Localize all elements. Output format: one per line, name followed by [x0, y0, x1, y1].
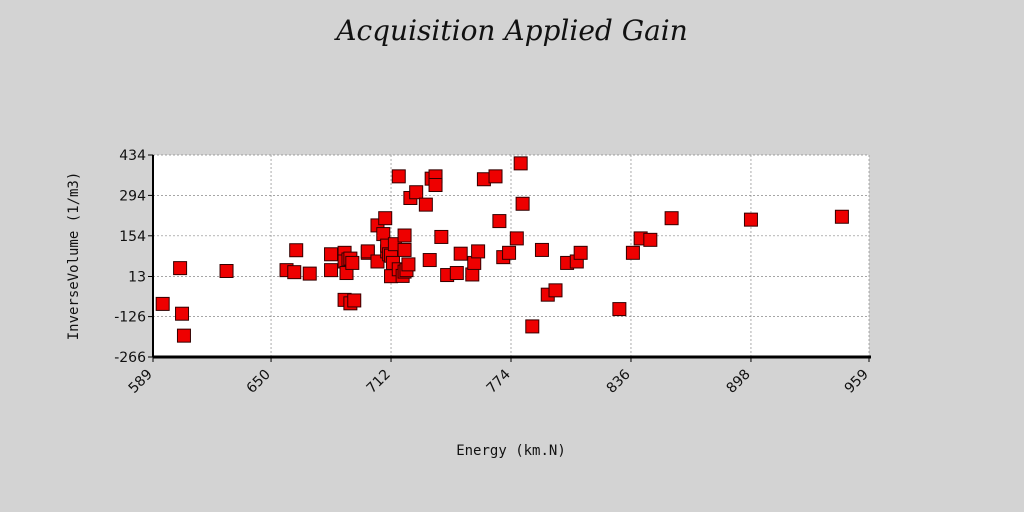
y-tick-label: -126 — [114, 310, 146, 326]
y-tick-label: 154 — [119, 229, 146, 245]
x-tick-label: 712 — [364, 367, 394, 397]
data-point — [347, 293, 362, 308]
y-tick-label: 294 — [119, 188, 146, 204]
data-point — [428, 178, 443, 193]
x-axis-label: Energy (km.N) — [456, 443, 566, 459]
data-point — [515, 196, 530, 211]
data-point — [345, 255, 360, 270]
x-tick-label: 589 — [126, 367, 156, 397]
chart-title: Acquisition Applied Gain — [336, 14, 688, 47]
y-axis-label: InverseVolume (1/m3) — [66, 172, 82, 341]
y-tick-label: -266 — [114, 350, 146, 366]
data-point — [488, 169, 503, 184]
axes — [148, 154, 871, 362]
data-point — [434, 229, 449, 244]
data-point — [573, 245, 588, 260]
data-point — [449, 266, 464, 281]
data-point — [834, 209, 849, 224]
x-tick-label: 898 — [724, 367, 754, 397]
data-point — [548, 283, 563, 298]
data-point — [513, 156, 528, 171]
data-point — [525, 319, 540, 334]
data-point — [287, 265, 302, 280]
data-point — [471, 244, 486, 259]
data-point — [391, 169, 406, 184]
x-tick-label: 650 — [244, 367, 274, 397]
data-point — [324, 247, 339, 262]
data-point — [155, 296, 170, 311]
data-point — [453, 246, 468, 261]
data-point — [302, 266, 317, 281]
data-point — [502, 245, 517, 260]
data-point — [397, 242, 412, 257]
data-point — [422, 253, 437, 268]
data-point — [397, 228, 412, 243]
x-tick-label: 959 — [842, 367, 872, 397]
data-point — [509, 231, 524, 246]
data-points — [155, 156, 849, 343]
data-point — [492, 214, 507, 229]
data-point — [418, 197, 433, 212]
data-point — [643, 232, 658, 247]
data-point — [401, 257, 416, 272]
y-tick-label: 434 — [119, 148, 146, 164]
x-tick-label: 774 — [484, 366, 514, 396]
data-point — [219, 264, 234, 279]
data-point — [534, 242, 549, 257]
data-point — [289, 243, 304, 258]
data-point — [378, 211, 393, 226]
data-point — [625, 245, 640, 260]
data-point — [324, 263, 339, 278]
data-point — [612, 302, 627, 317]
data-point — [176, 328, 191, 343]
data-point — [743, 212, 758, 227]
y-tick-label: 13 — [128, 269, 146, 285]
data-point — [664, 211, 679, 226]
x-tick-label: 836 — [604, 366, 634, 396]
data-point — [476, 172, 491, 187]
data-point — [175, 306, 190, 321]
data-point — [173, 261, 188, 276]
data-point — [409, 185, 424, 200]
